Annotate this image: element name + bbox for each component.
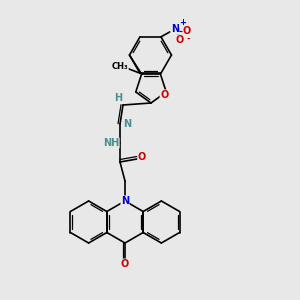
Text: CH₃: CH₃	[112, 62, 128, 71]
Text: O: O	[183, 26, 191, 36]
Text: O: O	[138, 152, 146, 162]
Text: N: N	[123, 119, 131, 129]
Text: O: O	[160, 90, 168, 100]
Text: N: N	[121, 196, 129, 206]
Text: -: -	[186, 35, 190, 44]
Text: O: O	[176, 35, 184, 45]
Text: +: +	[179, 18, 187, 27]
Text: N: N	[171, 24, 179, 34]
Text: O: O	[121, 259, 129, 269]
Text: H: H	[114, 93, 122, 103]
Text: NH: NH	[103, 138, 119, 148]
